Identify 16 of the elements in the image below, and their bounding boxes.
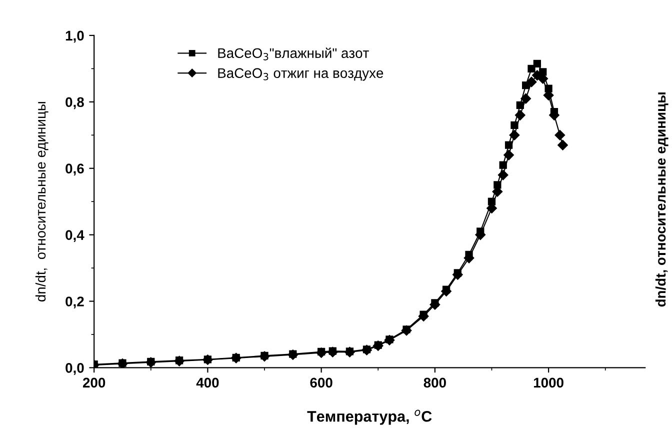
y-tick-label: 0,6 xyxy=(66,164,84,176)
y-tick-label: 0,8 xyxy=(66,97,84,110)
x-tick-label: 1000 xyxy=(534,378,564,388)
y-axis-title: dn/dt, относительные единицы xyxy=(35,102,48,302)
x-tick-label: 200 xyxy=(82,378,106,388)
y-tick-label: 0,0 xyxy=(66,363,84,375)
x-tick-label: 400 xyxy=(196,378,219,388)
y-tick-label: 0,2 xyxy=(66,296,84,308)
x-tick-label: 800 xyxy=(424,378,446,388)
legend-label: BaCeO$_{3}$ отжиг на воздухе xyxy=(218,68,384,81)
y-tick-label: 0,4 xyxy=(66,230,84,242)
y2-axis-title: dn/dt, относительные единицы xyxy=(655,92,668,307)
x-axis-title: Температура, $^{o}$C xyxy=(307,410,432,425)
y-tick-label: 1,0 xyxy=(66,30,84,43)
legend-label: BaCeO$_{3}$"влажный" азот xyxy=(218,48,369,60)
x-tick-label: 600 xyxy=(310,378,332,388)
